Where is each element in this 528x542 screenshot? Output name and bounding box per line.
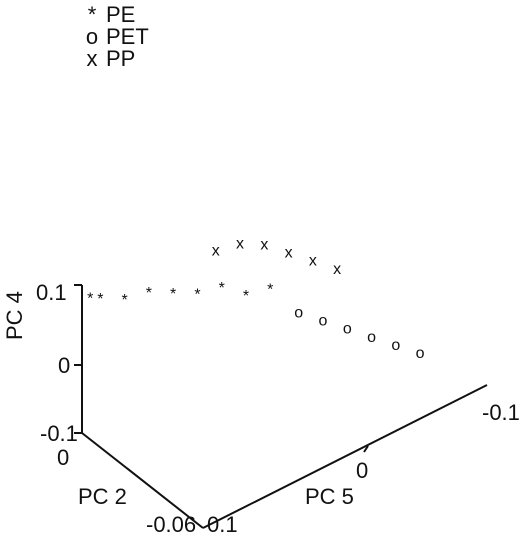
z-tick-label-minus0.1: -0.1 — [40, 421, 78, 446]
y-axis-line — [202, 384, 488, 529]
legend-label-pp: PP — [106, 46, 136, 71]
legend-marker-pe: * — [87, 2, 97, 27]
point-pe-7: * — [243, 288, 249, 305]
point-pe-4: * — [170, 286, 176, 303]
point-pet-5: o — [416, 345, 425, 362]
point-pe-3: * — [146, 285, 152, 302]
legend-item-pe: * PE — [84, 4, 149, 26]
point-pe-0: * — [87, 290, 93, 307]
point-pe-1: * — [97, 291, 103, 308]
point-pe-6: * — [219, 280, 225, 297]
legend-item-pp: x PP — [84, 48, 149, 70]
z-axis-label: PC 4 — [2, 291, 27, 340]
point-pe-5: * — [194, 287, 200, 304]
legend-label-pet: PET — [106, 24, 149, 49]
point-pp-2: x — [260, 236, 268, 253]
point-pet-0: o — [294, 304, 303, 321]
legend-label-pe: PE — [106, 2, 136, 27]
legend-marker-pet: o — [85, 24, 99, 49]
legend: * PE o PET x PP — [84, 4, 149, 70]
point-pp-5: x — [333, 261, 341, 278]
data-points: * * * * * * * * *o o o o o ox x x x x x — [87, 236, 425, 362]
point-pet-1: o — [319, 312, 328, 329]
y-tick-label-minus0.1: -0.1 — [482, 400, 520, 425]
point-pet-2: o — [343, 321, 352, 338]
point-pp-4: x — [309, 253, 317, 270]
point-pp-1: x — [236, 236, 244, 253]
point-pp-3: x — [285, 245, 293, 262]
y-tick-label-0.1: 0.1 — [207, 512, 238, 537]
y-axis-label: PC 5 — [305, 484, 354, 509]
z-tick-label-0.1: 0.1 — [36, 280, 67, 305]
point-pe-8: * — [267, 282, 273, 299]
x-tick-label-minus0.06: -0.06 — [146, 512, 197, 537]
x-tick-label-0: 0 — [57, 445, 70, 470]
y-tick-label-0: 0 — [356, 458, 369, 483]
x-axis-label: PC 2 — [78, 484, 127, 509]
point-pe-2: * — [121, 292, 127, 309]
legend-item-pet: o PET — [84, 26, 149, 48]
point-pp-0: x — [212, 242, 220, 259]
point-pet-3: o — [367, 329, 376, 346]
point-pet-4: o — [391, 337, 400, 354]
x-axis-line — [81, 432, 204, 529]
y-tick-0 — [363, 445, 369, 453]
legend-marker-pp: x — [86, 46, 98, 71]
z-tick-label-0: 0 — [58, 353, 71, 378]
